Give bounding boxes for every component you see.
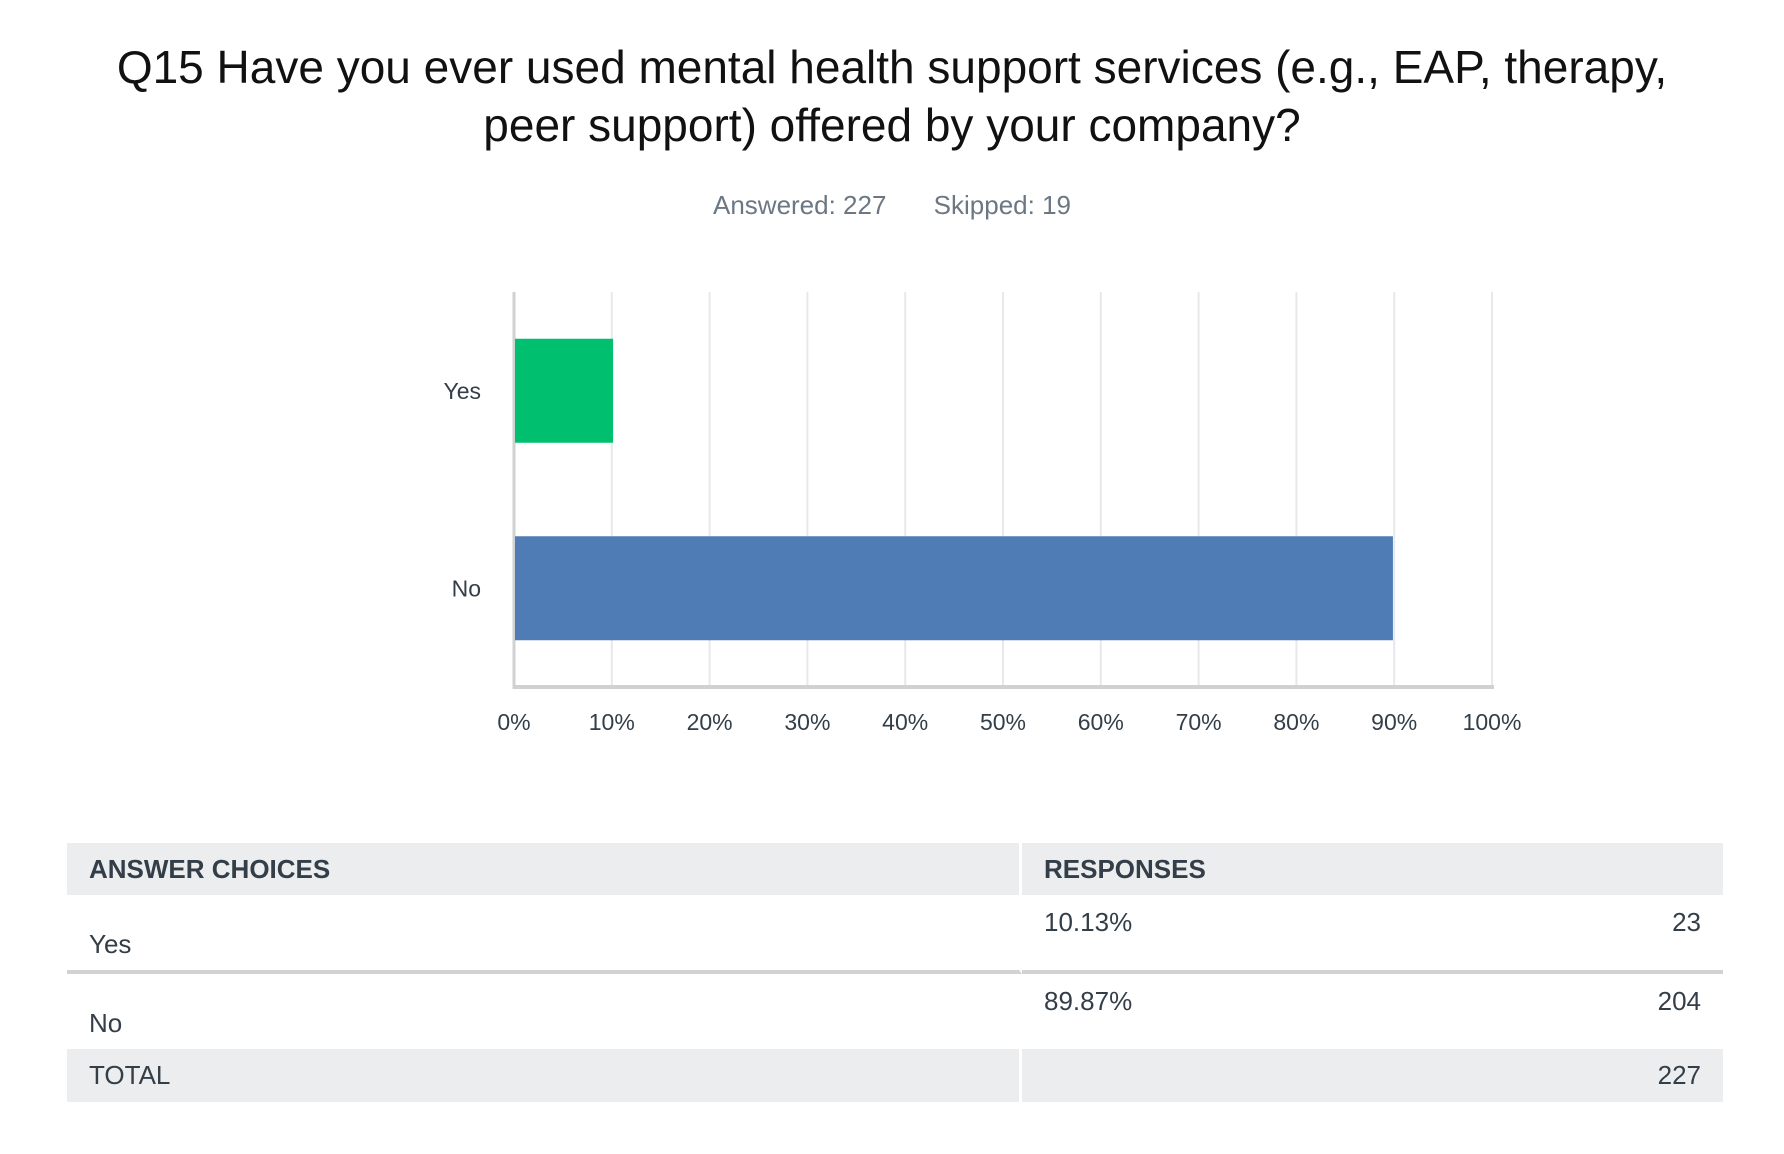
x-tick-label: 0%	[497, 709, 530, 735]
answered-count: Answered: 227	[712, 190, 887, 220]
y-tick-label: Yes	[443, 378, 481, 404]
x-tick-label: 70%	[1176, 709, 1222, 735]
response-percent: 89.87%	[1044, 986, 1133, 1016]
table-row: No 89.87% 204	[67, 974, 1723, 1049]
question-title: Q15 Have you ever used mental health sup…	[116, 41, 1668, 151]
choice-label: Yes	[67, 895, 1022, 974]
response-count: 204	[1657, 986, 1701, 1016]
y-tick-label: No	[452, 575, 481, 601]
x-tick-label: 90%	[1371, 709, 1417, 735]
x-tick-label: 50%	[980, 709, 1026, 735]
bar-no	[515, 536, 1393, 641]
response-table: ANSWER CHOICES RESPONSES Yes 10.13% 23 No…	[67, 843, 1723, 1102]
x-tick-label: 10%	[589, 709, 635, 735]
skipped-count: Skipped: 19	[933, 190, 1071, 220]
response-percent: 10.13%	[1044, 907, 1133, 937]
response-count: 23	[1672, 907, 1701, 937]
header-answer-choices: ANSWER CHOICES	[67, 843, 1022, 895]
x-tick-label: 40%	[882, 709, 928, 735]
table-row: Yes 10.13% 23	[67, 895, 1723, 974]
bar-chart: 0% 10% 20% 30% 40% 50% 60% 70% 80% 90% 100% Yes No	[443, 292, 1522, 735]
response-stats: Answered: 227 Skipped: 19	[0, 190, 1784, 221]
total-label: TOTAL	[67, 1049, 1022, 1102]
x-tick-label: 20%	[687, 709, 733, 735]
x-tick-label: 100%	[1463, 709, 1522, 735]
bar-yes	[515, 338, 614, 443]
choice-label: No	[67, 974, 1022, 1049]
x-tick-label: 30%	[784, 709, 830, 735]
header-responses: RESPONSES	[1022, 843, 1723, 895]
x-tick-label: 60%	[1078, 709, 1124, 735]
x-tick-label: 80%	[1273, 709, 1319, 735]
table-header: ANSWER CHOICES RESPONSES	[67, 843, 1723, 895]
total-row: TOTAL 227	[67, 1049, 1723, 1102]
total-count: 227	[1657, 1060, 1701, 1090]
